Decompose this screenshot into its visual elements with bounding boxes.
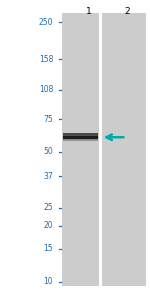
Text: 15: 15 (44, 244, 53, 253)
Bar (63, 141, 98, 142)
Bar (63, 136, 98, 139)
Bar (62, 13, 99, 286)
Bar (63, 137, 98, 138)
Bar (63, 135, 98, 136)
Bar (63, 134, 98, 135)
Text: 10: 10 (44, 277, 53, 286)
Bar (102, 13, 146, 286)
Text: 50: 50 (44, 147, 53, 156)
Bar (63, 136, 98, 137)
Bar (63, 140, 98, 141)
Text: 75: 75 (44, 115, 53, 124)
Text: 37: 37 (44, 172, 53, 181)
Text: 250: 250 (39, 18, 53, 27)
Text: 20: 20 (44, 221, 53, 230)
Bar (63, 138, 98, 139)
Text: 1: 1 (86, 7, 92, 16)
Text: 25: 25 (44, 203, 53, 212)
Text: 108: 108 (39, 85, 53, 94)
Text: 2: 2 (124, 7, 130, 16)
Bar (63, 139, 98, 140)
Bar (63, 133, 98, 134)
Text: 158: 158 (39, 55, 53, 64)
